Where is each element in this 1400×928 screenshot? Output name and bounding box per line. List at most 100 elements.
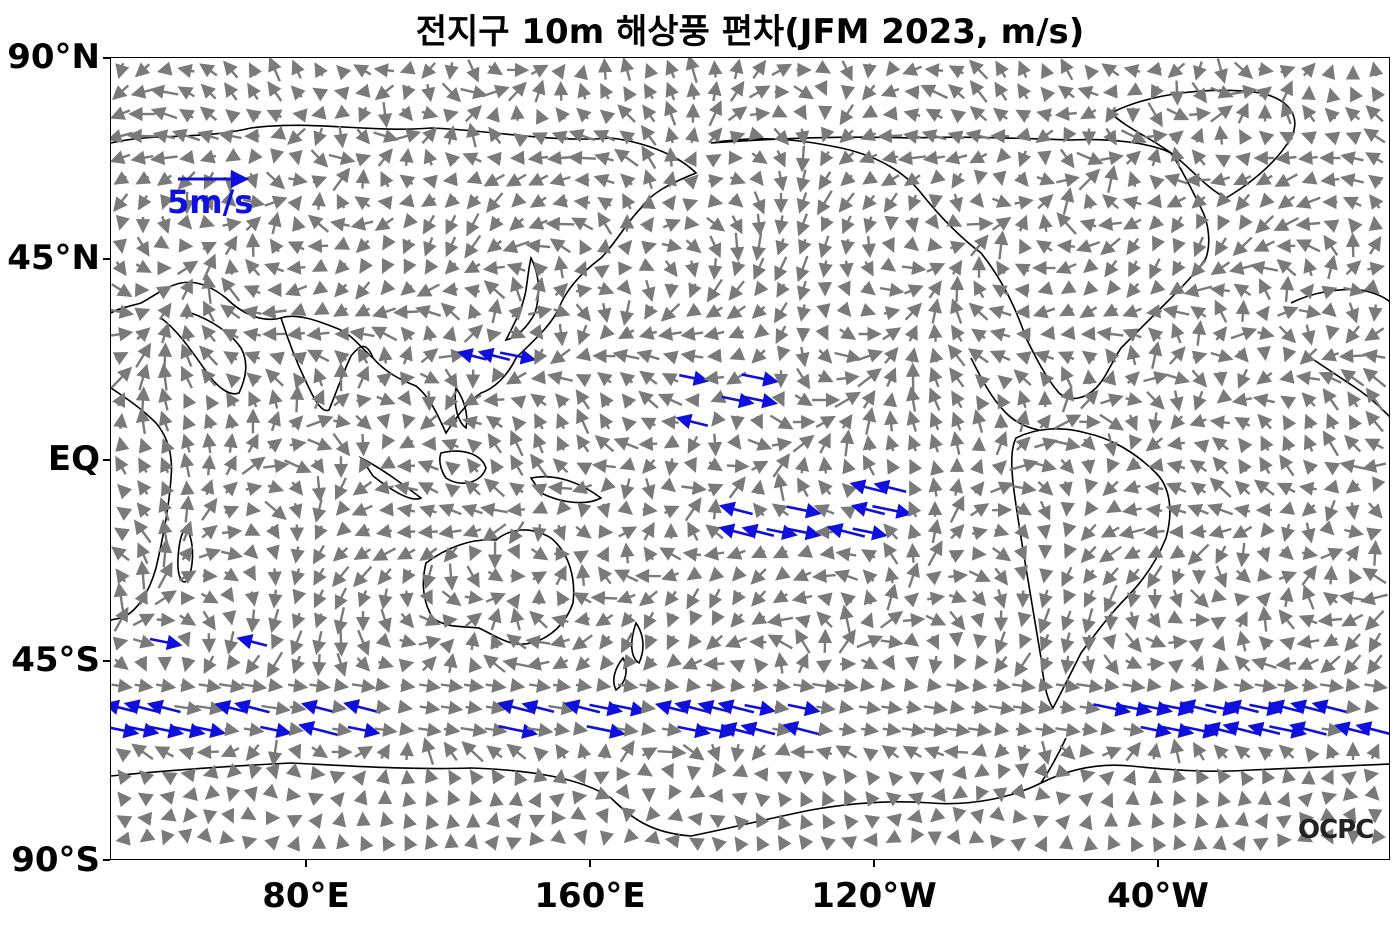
wind-vector-icon xyxy=(730,743,745,763)
wind-vector-icon xyxy=(596,677,612,692)
wind-vector-icon xyxy=(311,258,328,272)
wind-vector-icon xyxy=(796,169,811,193)
wind-vector-icon xyxy=(244,591,259,607)
wind-vector-icon xyxy=(948,589,968,604)
wind-vector-icon xyxy=(1345,502,1360,520)
wind-vector-icon xyxy=(1191,193,1207,209)
wind-vector-icon xyxy=(1282,767,1297,784)
wind-vector-icon xyxy=(888,771,904,787)
wind-vector-icon xyxy=(1060,501,1075,517)
wind-vector-icon xyxy=(1019,633,1033,650)
wind-vector-icon xyxy=(906,562,920,588)
wind-vector-icon xyxy=(709,588,723,610)
wind-vector-icon xyxy=(201,633,217,654)
wind-vector-icon xyxy=(1363,128,1386,144)
wind-vector-icon xyxy=(664,147,679,167)
wind-vector-icon xyxy=(772,722,792,737)
wind-vector-icon xyxy=(886,458,901,475)
wind-vector-icon xyxy=(1122,216,1142,230)
wind-vector-icon xyxy=(1364,678,1388,693)
wind-vector-icon xyxy=(1105,106,1120,123)
wind-vector-icon xyxy=(638,257,655,271)
wind-vector-icon xyxy=(553,565,567,586)
wind-vector-icon xyxy=(1035,722,1057,737)
wind-vector-icon xyxy=(137,194,152,211)
wind-vector-icon xyxy=(794,614,811,629)
wind-vector-icon xyxy=(1122,195,1142,210)
wind-vector-icon xyxy=(861,84,877,101)
wind-vector-icon xyxy=(245,433,259,453)
wind-vector-icon xyxy=(703,326,725,341)
wind-vector-icon xyxy=(444,368,458,389)
wind-vector-icon xyxy=(356,811,371,827)
wind-vector-icon xyxy=(841,482,858,499)
wind-vector-icon xyxy=(1151,235,1166,252)
wind-vector-icon xyxy=(1125,568,1141,585)
wind-vector-icon xyxy=(742,393,779,409)
wind-vector-icon xyxy=(1367,235,1382,255)
wind-vector-icon xyxy=(1190,259,1207,278)
wind-vector-icon xyxy=(687,521,701,541)
wind-vector-icon xyxy=(882,327,902,342)
wind-vector-icon xyxy=(1078,168,1101,191)
wind-vector-icon xyxy=(683,456,697,473)
wind-vector-icon xyxy=(968,302,989,321)
wind-vector-icon xyxy=(1035,240,1053,255)
wind-vector-icon xyxy=(1321,302,1337,318)
wind-vector-icon xyxy=(974,374,991,390)
wind-vector-icon xyxy=(1149,258,1163,280)
wind-vector-icon xyxy=(1017,60,1032,78)
wind-vector-icon xyxy=(552,678,572,693)
wind-vector-icon xyxy=(1188,637,1205,653)
wind-vector-icon xyxy=(443,722,461,737)
wind-vector-icon xyxy=(1210,348,1234,363)
wind-vector-icon xyxy=(423,237,437,257)
wind-vector-icon xyxy=(180,678,196,693)
wind-vector-icon xyxy=(482,523,507,542)
wind-vector-icon xyxy=(1082,608,1096,634)
wind-vector-icon xyxy=(526,656,550,671)
wind-vector-icon xyxy=(817,369,834,383)
wind-vector-icon xyxy=(666,611,680,629)
wind-vector-icon xyxy=(796,192,811,214)
wind-vector-icon xyxy=(170,723,206,739)
wind-vector-icon xyxy=(1145,634,1167,648)
wind-vector-icon xyxy=(1279,454,1295,477)
wind-vector-icon xyxy=(1076,151,1104,166)
wind-vector-icon xyxy=(834,391,862,409)
wind-vector-icon xyxy=(491,367,506,384)
wind-vector-icon xyxy=(615,783,630,800)
wind-vector-icon xyxy=(621,807,636,823)
wind-vector-icon xyxy=(545,216,575,232)
wind-vector-icon xyxy=(288,149,303,166)
wind-vector-icon xyxy=(906,542,921,563)
wind-vector-icon xyxy=(179,278,193,301)
wind-vector-icon xyxy=(200,83,217,100)
wind-vector-icon xyxy=(1078,814,1093,831)
wind-vector-icon xyxy=(529,193,547,208)
wind-vector-icon xyxy=(1166,194,1186,208)
wind-vector-icon xyxy=(885,60,901,77)
wind-vector-icon xyxy=(751,303,768,319)
wind-vector-icon xyxy=(567,150,597,166)
wind-vector-icon xyxy=(356,629,370,657)
wind-vector-icon xyxy=(570,806,587,821)
wind-vector-icon xyxy=(707,433,723,457)
wind-vector-icon xyxy=(352,480,373,496)
wind-vector-icon xyxy=(1162,304,1190,319)
wind-vector-icon xyxy=(287,743,302,760)
wind-vector-icon xyxy=(682,743,705,761)
wind-vector-icon xyxy=(1144,129,1168,144)
wind-vector-icon xyxy=(1280,101,1295,125)
wind-vector-icon xyxy=(511,415,527,432)
wind-vector-icon xyxy=(1059,458,1075,475)
wind-vector-icon xyxy=(355,128,371,145)
wind-vector-icon xyxy=(399,345,413,365)
wind-vector-icon xyxy=(753,323,770,339)
wind-vector-icon xyxy=(1080,435,1096,451)
wind-vector-icon xyxy=(117,483,133,500)
wind-vector-icon xyxy=(353,789,368,806)
wind-vector-icon xyxy=(531,571,548,585)
wind-vector-icon xyxy=(1125,741,1141,762)
wind-vector-icon xyxy=(639,216,654,233)
